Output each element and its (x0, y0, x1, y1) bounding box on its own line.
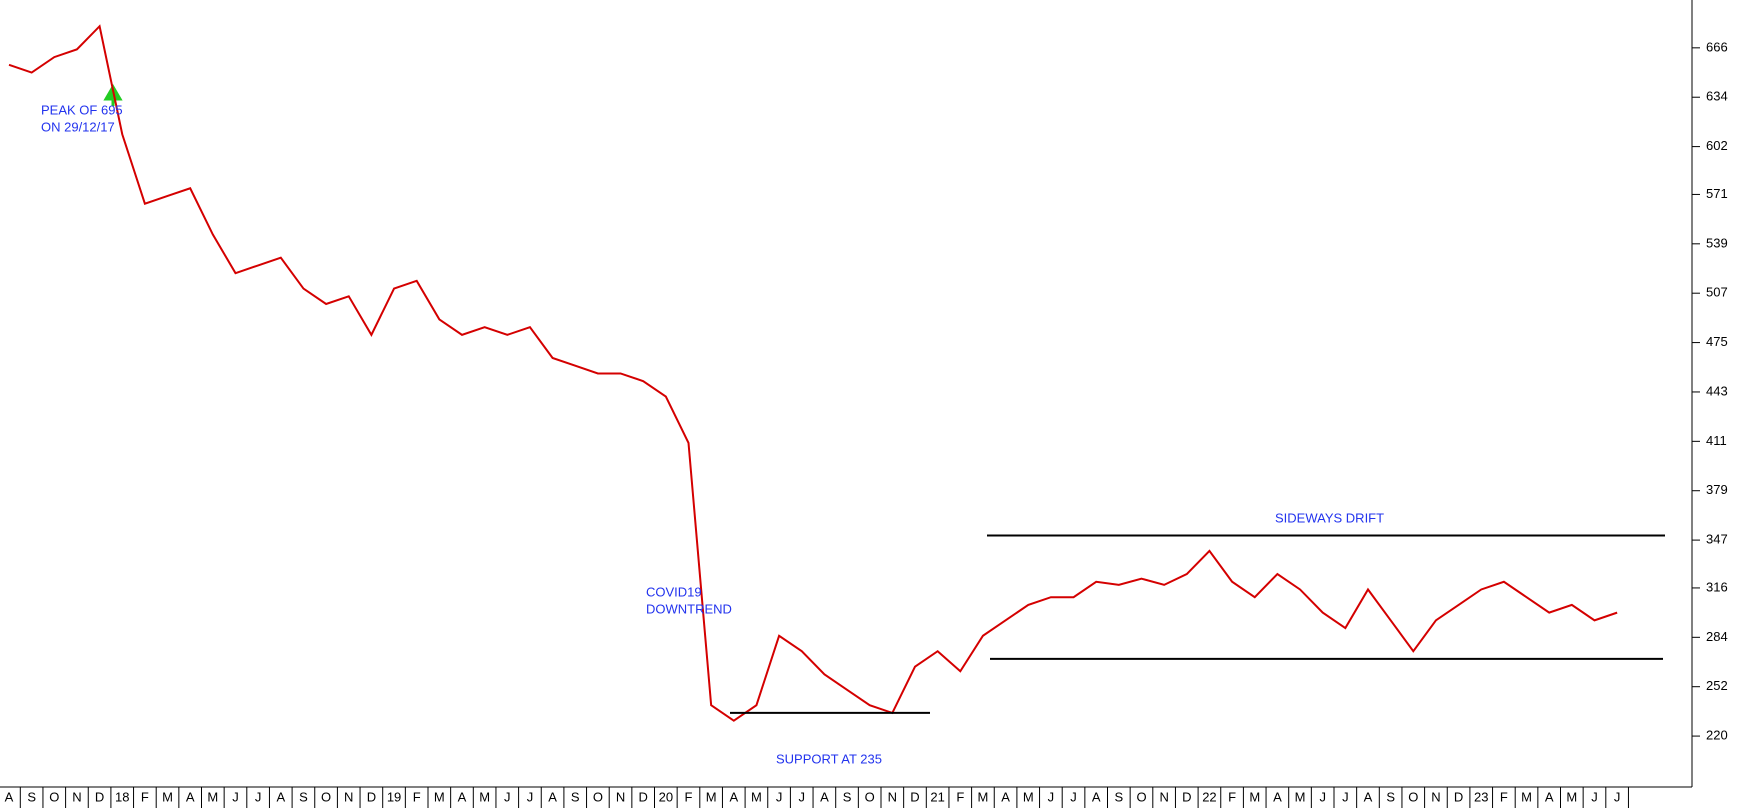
x-tick-label: F (1228, 789, 1236, 804)
y-tick-label: 252 (1706, 678, 1728, 693)
x-tick-label: J (799, 789, 806, 804)
y-tick-label: 634 (1706, 89, 1728, 104)
x-tick-label: O (49, 789, 59, 804)
y-tick-label: 220 (1706, 728, 1728, 743)
x-tick-label: A (729, 789, 738, 804)
x-tick-label: J (1614, 789, 1621, 804)
x-tick-label: S (1386, 789, 1395, 804)
x-tick-label: J (255, 789, 262, 804)
x-tick-label: M (706, 789, 717, 804)
x-tick-label: J (776, 789, 783, 804)
x-tick-label: J (1342, 789, 1349, 804)
x-tick-label: M (162, 789, 173, 804)
x-tick-label: D (95, 789, 104, 804)
x-tick-label: O (1136, 789, 1146, 804)
x-tick-label: N (888, 789, 897, 804)
x-tick-label: A (1545, 789, 1554, 804)
x-tick-label: S (27, 789, 36, 804)
y-tick-label: 379 (1706, 482, 1728, 497)
x-tick-label: D (367, 789, 376, 804)
y-tick-label: 475 (1706, 334, 1728, 349)
x-tick-label: F (1500, 789, 1508, 804)
x-tick-label: A (1273, 789, 1282, 804)
y-tick-label: 602 (1706, 138, 1728, 153)
y-tick-label: 443 (1706, 383, 1728, 398)
x-tick-label: D (1182, 789, 1191, 804)
x-tick-label: M (751, 789, 762, 804)
x-tick-label: 19 (387, 789, 401, 804)
x-tick-label: N (344, 789, 353, 804)
y-tick-label: 571 (1706, 186, 1728, 201)
y-tick-label: 666 (1706, 39, 1728, 54)
x-tick-label: F (413, 789, 421, 804)
x-tick-label: A (548, 789, 557, 804)
x-tick-label: N (616, 789, 625, 804)
x-tick-label: J (527, 789, 534, 804)
x-tick-label: M (207, 789, 218, 804)
x-tick-label: M (1023, 789, 1034, 804)
x-tick-label: A (458, 789, 467, 804)
x-tick-label: O (321, 789, 331, 804)
x-tick-label: 22 (1202, 789, 1216, 804)
x-tick-label: F (141, 789, 149, 804)
y-tick-label: 507 (1706, 285, 1728, 300)
x-tick-label: S (571, 789, 580, 804)
x-tick-label: N (72, 789, 81, 804)
x-tick-label: S (299, 789, 308, 804)
x-tick-label: 20 (659, 789, 673, 804)
x-tick-label: M (1566, 789, 1577, 804)
price-line (8, 24, 1618, 722)
x-tick-label: A (820, 789, 829, 804)
x-tick-label: J (1591, 789, 1598, 804)
x-tick-label: O (593, 789, 603, 804)
x-tick-label: 18 (115, 789, 129, 804)
x-tick-label: J (504, 789, 511, 804)
x-tick-label: O (1408, 789, 1418, 804)
annotation: ON 29/12/17 (41, 119, 115, 134)
x-tick-label: N (1159, 789, 1168, 804)
x-tick-label: F (685, 789, 693, 804)
x-tick-label: O (865, 789, 875, 804)
peak-arrow (103, 84, 123, 106)
annotation: COVID19 (646, 584, 702, 599)
x-tick-label: J (1070, 789, 1077, 804)
x-tick-label: M (434, 789, 445, 804)
x-tick-label: M (479, 789, 490, 804)
x-tick-label: D (639, 789, 648, 804)
x-tick-label: D (910, 789, 919, 804)
y-tick-label: 539 (1706, 235, 1728, 250)
x-tick-label: A (276, 789, 285, 804)
x-tick-label: A (1364, 789, 1373, 804)
x-tick-label: M (978, 789, 989, 804)
x-tick-label: 23 (1474, 789, 1488, 804)
annotation: SUPPORT AT 235 (776, 751, 882, 766)
x-tick-label: J (232, 789, 239, 804)
x-tick-label: S (843, 789, 852, 804)
annotation: DOWNTREND (646, 601, 732, 616)
y-tick-label: 411 (1706, 433, 1727, 448)
x-tick-label: M (1249, 789, 1260, 804)
x-tick-label: M (1295, 789, 1306, 804)
x-tick-label: A (5, 789, 14, 804)
x-tick-label: A (1001, 789, 1010, 804)
x-tick-label: 21 (930, 789, 944, 804)
annotation: SIDEWAYS DRIFT (1275, 510, 1384, 525)
x-tick-label: J (1319, 789, 1326, 804)
x-tick-label: A (1092, 789, 1101, 804)
x-tick-label: A (186, 789, 195, 804)
x-tick-label: J (1048, 789, 1055, 804)
x-tick-label: S (1115, 789, 1124, 804)
y-tick-label: 316 (1706, 579, 1728, 594)
x-tick-label: F (956, 789, 964, 804)
x-tick-label: M (1521, 789, 1532, 804)
y-tick-label: 284 (1706, 629, 1728, 644)
x-tick-label: N (1431, 789, 1440, 804)
annotation: PEAK OF 695 (41, 102, 123, 117)
y-tick-label: 347 (1706, 532, 1728, 547)
x-tick-label: D (1454, 789, 1463, 804)
